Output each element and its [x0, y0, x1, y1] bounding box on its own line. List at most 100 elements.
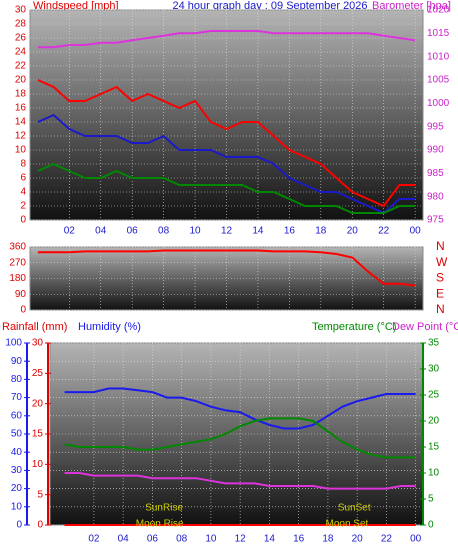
x-tick-label: 02: [88, 534, 100, 545]
y2-tick-label: 1005: [427, 75, 450, 86]
x-tick-label: 18: [322, 534, 334, 545]
y-tick-label: 18: [15, 89, 27, 100]
y2-tick-label: 1000: [427, 98, 450, 109]
y-tick-label: 28: [15, 19, 27, 30]
y3-tick-label: 30: [32, 338, 44, 349]
x-tick-label: 04: [118, 534, 130, 545]
x-tick-label: 14: [264, 534, 276, 545]
y2-tick-label: 995: [427, 121, 444, 132]
x-tick-label: 08: [158, 226, 170, 237]
y-tick-label: 0: [16, 520, 22, 531]
x-tick-label: 06: [127, 226, 139, 237]
x-tick-label: 10: [205, 534, 217, 545]
y-tick-label: 22: [15, 61, 27, 72]
series-line: [37, 162, 416, 214]
x-tick-label: 10: [189, 226, 201, 237]
y-tick-label: 70: [11, 392, 23, 403]
y2-tick-label: 0: [428, 520, 434, 531]
y-tick-label: 16: [15, 103, 27, 114]
x-tick-label: 00: [410, 226, 422, 237]
y2-tick-label: 15: [428, 442, 440, 453]
y-axis-label: Windspeed [mph]: [33, 0, 119, 12]
legend-entry: Rainfall (mm): [2, 321, 67, 333]
y-tick-label: 24: [15, 47, 27, 58]
x-tick-label: 16: [284, 226, 296, 237]
x-tick-label: 22: [381, 534, 393, 545]
legend-entry: Dew Point (°C): [392, 321, 458, 333]
y-tick-label: 50: [11, 429, 23, 440]
y2-tick-label: 1020: [427, 5, 450, 16]
legend-entry: Temperature (°C): [312, 321, 396, 333]
y2-tick-label: 1010: [427, 51, 450, 62]
series-line: [37, 30, 416, 49]
y2-tick-label: N: [436, 302, 445, 316]
y2-tick-label: N: [436, 239, 445, 253]
y-tick-label: 180: [9, 273, 26, 284]
y3-tick-label: 15: [32, 429, 44, 440]
y2-axis-label: Barometer [hpa]: [372, 0, 451, 12]
series-line: [64, 472, 416, 490]
y2-tick-label: 985: [427, 168, 444, 179]
x-tick-label: 22: [378, 226, 390, 237]
annotation: Moon Rise: [136, 519, 184, 530]
x-tick-label: 00: [410, 534, 422, 545]
x-tick-label: 14: [252, 226, 264, 237]
series-line: [37, 113, 416, 215]
y-tick-label: 2: [20, 201, 26, 212]
y-tick-label: 90: [11, 356, 23, 367]
annotation: Moon Set: [326, 519, 369, 530]
y2-tick-label: 980: [427, 191, 444, 202]
x-tick-label: 12: [221, 226, 233, 237]
y-tick-label: 60: [11, 410, 23, 421]
y-tick-label: 4: [20, 187, 26, 198]
x-tick-label: 06: [147, 534, 159, 545]
y-tick-label: 360: [9, 242, 26, 253]
y2-tick-label: E: [436, 286, 444, 300]
x-tick-label: 20: [347, 226, 359, 237]
y-tick-label: 10: [15, 145, 27, 156]
y2-tick-label: 990: [427, 145, 444, 156]
y-tick-label: 90: [15, 289, 27, 300]
y-tick-label: 100: [5, 338, 22, 349]
x-tick-label: 08: [176, 534, 188, 545]
x-tick-label: 18: [315, 226, 327, 237]
x-tick-label: 16: [293, 534, 305, 545]
y-tick-label: 20: [15, 75, 27, 86]
y2-tick-label: S: [436, 271, 444, 285]
y3-tick-label: 25: [32, 368, 44, 379]
legend-entry: Humidity (%): [78, 321, 141, 333]
y-tick-label: 0: [20, 215, 26, 226]
y3-tick-label: 0: [37, 520, 43, 531]
y3-tick-label: 5: [37, 489, 43, 500]
series-line: [37, 249, 416, 287]
y2-tick-label: 10: [428, 468, 440, 479]
y2-tick-label: 20: [428, 416, 440, 427]
y-tick-label: 0: [20, 305, 26, 316]
y-tick-label: 14: [15, 117, 27, 128]
y-tick-label: 80: [11, 374, 23, 385]
y-tick-label: 30: [15, 5, 27, 16]
series-line: [37, 79, 416, 208]
y-tick-label: 30: [11, 465, 23, 476]
annotation: SunSet: [338, 503, 371, 514]
y2-tick-label: 1015: [427, 28, 450, 39]
y-tick-label: 20: [11, 483, 23, 494]
y2-tick-label: 35: [428, 338, 440, 349]
x-tick-label: 02: [64, 226, 76, 237]
y-tick-label: 26: [15, 33, 27, 44]
y3-tick-label: 20: [32, 398, 44, 409]
y-tick-label: 10: [11, 501, 23, 512]
x-tick-label: 04: [95, 226, 107, 237]
y2-tick-label: W: [436, 255, 448, 269]
y-tick-label: 40: [11, 447, 23, 458]
y2-tick-label: 5: [428, 494, 434, 505]
annotation: SunRise: [145, 503, 183, 514]
y2-tick-label: 975: [427, 215, 444, 226]
y2-tick-label: 25: [428, 390, 440, 401]
y-tick-label: 8: [20, 159, 26, 170]
y-tick-label: 6: [20, 173, 26, 184]
y-tick-label: 12: [15, 131, 27, 142]
chart-title: 24 hour graph day : 09 September 2026: [172, 0, 367, 12]
y3-tick-label: 10: [32, 459, 44, 470]
